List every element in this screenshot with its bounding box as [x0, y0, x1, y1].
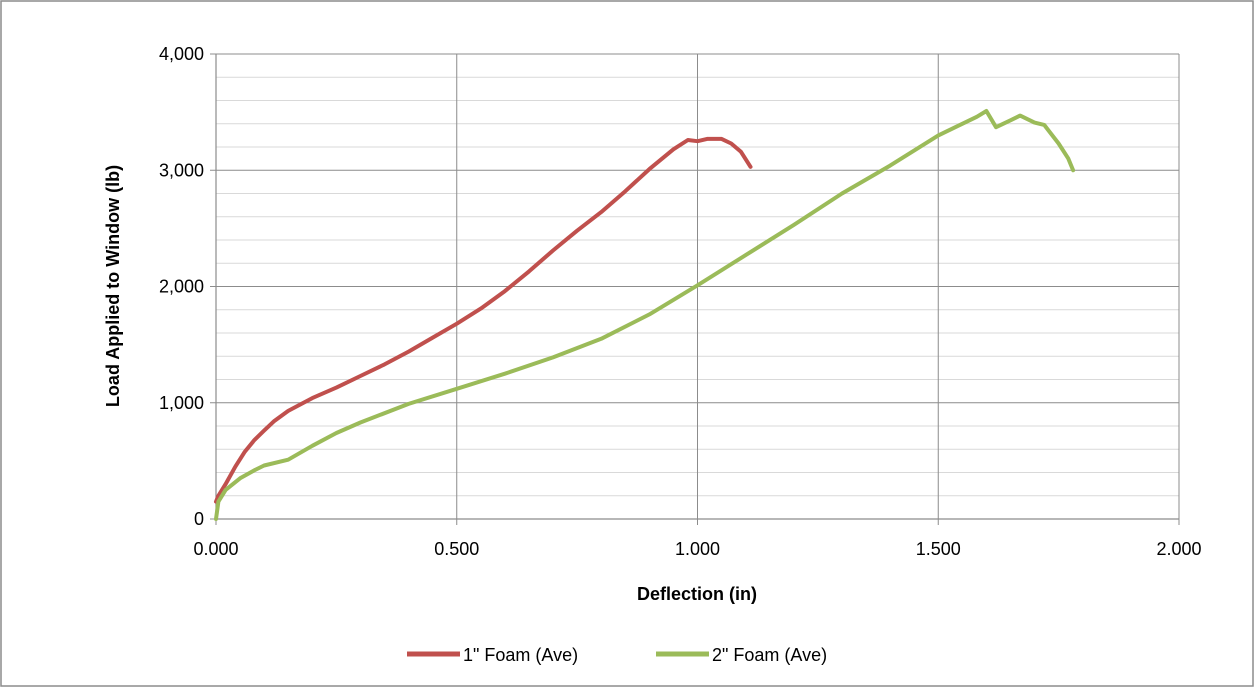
legend-item-2in-foam: 2" Foam (Ave) [656, 645, 827, 665]
y-tick-label: 0 [194, 509, 204, 529]
x-tick-label: 0.500 [434, 539, 479, 559]
x-tick-label: 1.000 [675, 539, 720, 559]
x-tick-label: 2.000 [1156, 539, 1201, 559]
x-axis-title: Deflection (in) [637, 584, 757, 604]
y-tick-label: 1,000 [159, 393, 204, 413]
y-axis-title: Load Applied to Window (lb) [103, 165, 123, 407]
x-tick-label: 0.000 [193, 539, 238, 559]
legend-label-1in-foam: 1" Foam (Ave) [463, 645, 578, 665]
y-tick-label: 3,000 [159, 160, 204, 180]
series-layer [214, 109, 1076, 521]
y-tick-label: 2,000 [159, 277, 204, 297]
legend-item-1in-foam: 1" Foam (Ave) [407, 645, 578, 665]
series-line-2in-foam [214, 109, 1076, 521]
axes [210, 53, 1180, 525]
y-tick-label: 4,000 [159, 44, 204, 64]
tick-labels: 0 1,000 2,000 3,000 4,000 0.000 0.500 1.000 1.50… [159, 44, 1202, 559]
series-line-1in-foam [214, 136, 753, 504]
x-tick-label: 1.500 [916, 539, 961, 559]
legend: 1" Foam (Ave) 2" Foam (Ave) [407, 645, 827, 665]
legend-label-2in-foam: 2" Foam (Ave) [712, 645, 827, 665]
